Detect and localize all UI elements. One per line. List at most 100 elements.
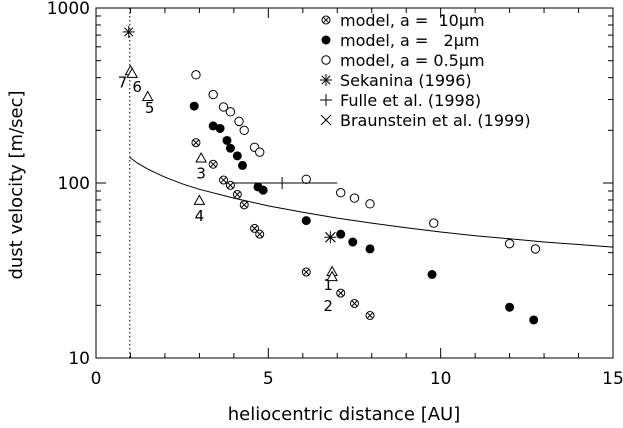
point-open-circle [225,107,236,117]
x-tick-label: 10 [430,369,452,389]
circle-cross-b [256,231,263,238]
point-triangle [193,194,206,205]
model-curve [129,156,614,248]
data-marks: 7 65 3 4 1 2 [118,25,614,325]
circle-cross-b [251,225,258,232]
open-dot [208,89,218,100]
x-b [320,114,332,126]
point-triangle [126,67,139,78]
triangle-shape [141,90,154,102]
triangle-label: 7 [118,73,128,91]
circle-cross-b [322,16,330,24]
circle-cross-b [192,139,200,146]
point-filled-circle [237,160,247,170]
point-open-circle [218,102,229,112]
triangle-shape [195,151,207,163]
point-circle-cross [208,159,218,169]
filled-dot [427,270,437,280]
legend-entry: Sekanina (1996) [340,71,472,90]
open-dot [255,147,265,157]
legend-marker-x [320,114,332,126]
point-open-circle [530,244,541,254]
open-dot [191,70,201,80]
open-dot [239,125,249,136]
legend-entry: model, a = 10μm [340,11,485,30]
x-tick-label: 15 [602,369,623,389]
point-circle-cross [191,138,201,148]
point-open-circle [504,238,515,249]
y-tick-label: 10 [68,349,90,369]
point-open-circle [239,125,249,136]
point-triangle [326,270,338,282]
open-dot [301,174,311,184]
triangle-label: 5 [145,99,155,117]
circle-cross-b [366,312,374,319]
point-open-circle [336,188,346,198]
point-filled-circle [505,302,515,312]
asterisk-stroke [124,27,134,37]
legend-entry: Braunstein et al. (1999) [340,111,531,130]
point-open-circle [255,147,265,157]
point-filled-circle [189,101,199,111]
open-dot [429,218,439,228]
point-filled-circle [215,123,225,133]
filled-dot [321,35,331,45]
point-circle-cross [336,288,346,298]
triangle-label: 2 [323,297,333,315]
filled-dot [348,237,358,247]
point-open-circle [301,174,311,184]
x-axis-label: heliocentric distance [AU] [228,404,460,425]
triangle-shape [326,270,338,282]
triangle-label: 1 [323,276,333,294]
point-open-circle [349,193,360,203]
filled-dot [232,151,242,161]
open-dot [336,188,346,198]
legend-marker-asterisk [320,74,332,86]
filled-dot [365,244,375,254]
filled-dot [189,101,199,111]
point-triangle [195,151,207,163]
open-dot [234,116,244,127]
legend-marker-circle-cross [321,15,331,25]
filled-dot [505,302,515,312]
point-filled-circle [232,151,242,161]
triangle-label: 6 [132,78,142,96]
legend-marker-filled-circle [321,35,331,45]
point-circle-cross [350,298,359,308]
point-asterisk [122,25,135,38]
circle-cross-b [241,201,248,209]
filled-dot [301,216,311,226]
point-open-circle [365,199,375,209]
circle-cross-b [210,161,217,168]
point-circle-cross [239,200,249,210]
filled-dot [222,135,232,145]
circle-cross-b [351,300,358,307]
point-circle-cross [250,223,260,233]
open-dot [504,238,515,249]
triangle-label: 4 [195,207,205,225]
point-filled-circle [348,237,358,247]
triangle-shape [193,194,206,205]
open-dot [349,193,360,203]
y-tick-label: 1000 [47,0,90,19]
open-dot [365,199,375,209]
point-filled-circle [301,216,311,226]
filled-dot [336,229,346,239]
triangle-shape [126,67,139,78]
point-open-circle [208,89,218,100]
point-filled-circle [529,315,539,325]
point-filled-circle [336,229,346,239]
filled-dot [258,185,268,195]
legend-marker-open-circle [321,55,331,65]
open-dot [218,102,229,112]
legend-entry: Fulle et al. (1998) [340,91,481,110]
circle-cross-b [220,176,227,184]
filled-dot [225,143,235,153]
point-open-circle [191,70,201,80]
point-plus [276,177,289,189]
point-circle-cross [255,229,265,239]
point-x [325,231,336,243]
y-axis-label: dust velocity [m/sec] [6,90,27,279]
